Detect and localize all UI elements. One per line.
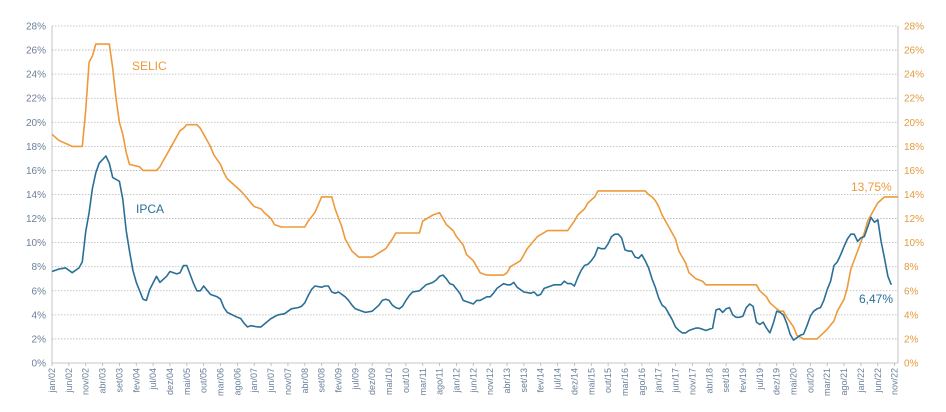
x-tick-label: jun/17: [671, 368, 681, 394]
y-tick-left: 26%: [26, 46, 46, 57]
series-lines: [51, 43, 898, 341]
y-tick-left: 24%: [26, 70, 46, 81]
x-tick-label: jan/22: [856, 368, 866, 394]
series-label-ipca: IPCA: [136, 202, 164, 216]
x-tick-label: jun/12: [468, 368, 478, 394]
x-tick-label: fev/09: [333, 368, 343, 393]
x-tick-label: jul/14: [553, 368, 563, 391]
x-tick-label: nov/12: [485, 368, 495, 395]
series-label-selic: SELIC: [132, 59, 167, 73]
y-tick-left: 2%: [32, 334, 47, 345]
y-tick-left: 14%: [26, 190, 46, 201]
y-tick-right: 26%: [904, 46, 924, 57]
x-tick-label: jun/07: [266, 368, 276, 394]
end-value-label-selic: 13,75%: [851, 180, 892, 194]
y-tick-left: 12%: [26, 214, 46, 225]
y-tick-left: 28%: [26, 22, 46, 33]
x-tick-label: abr/08: [300, 368, 310, 394]
y-tick-right: 8%: [904, 262, 919, 273]
y-tick-right: 12%: [904, 214, 924, 225]
y-axis-left: 0% 2% 4% 6% 8% 10% 12% 14% 16% 18% 20% 22% 24% 26% 28%: [26, 22, 46, 370]
x-tick-label: dez/19: [772, 368, 782, 395]
x-tick-label: nov/02: [81, 368, 91, 395]
y-tick-right: 22%: [904, 94, 924, 105]
x-tick-label: abr/13: [502, 368, 512, 394]
grid-lines: [51, 25, 899, 364]
x-tick-label: mai/20: [789, 368, 799, 395]
y-tick-right: 14%: [904, 190, 924, 201]
x-tick-label: abr/03: [98, 368, 108, 394]
y-tick-left: 10%: [26, 238, 46, 249]
x-tick-label: mar/16: [620, 368, 630, 396]
x-tick-label: dez/09: [367, 368, 377, 395]
y-tick-left: 8%: [32, 262, 47, 273]
x-tick-label: nov/17: [687, 368, 697, 395]
y-tick-right: 6%: [904, 286, 919, 297]
x-tick-label: mai/05: [182, 368, 192, 395]
x-tick-label: jan/12: [451, 368, 461, 394]
x-tick-label: jul/09: [350, 368, 360, 391]
x-tick-label: out/15: [603, 368, 613, 393]
y-tick-right: 4%: [904, 310, 919, 321]
y-tick-right: 0%: [904, 359, 919, 370]
series-line-selic: [51, 43, 898, 340]
y-tick-left: 4%: [32, 310, 47, 321]
x-tick-label: set/08: [317, 368, 327, 393]
x-axis: jan/02 jun/02 nov/02 abr/03 set/03 fev/04 jul/…: [47, 363, 900, 396]
end-value-label-ipca: 6,47%: [859, 292, 893, 306]
x-tick-label: abr/18: [704, 368, 714, 394]
y-tick-right: 20%: [904, 118, 924, 129]
x-tick-label: jun/02: [64, 368, 74, 394]
y-tick-right: 2%: [904, 334, 919, 345]
y-tick-left: 16%: [26, 166, 46, 177]
x-tick-label: jan/07: [249, 368, 259, 394]
x-tick-label: ago/11: [435, 368, 445, 395]
x-tick-label: jan/02: [47, 368, 57, 394]
y-axis-right: 0% 2% 4% 6% 8% 10% 12% 14% 16% 18% 20% 22% 24% 26% 28%: [904, 22, 924, 370]
x-tick-label: ago/16: [637, 368, 647, 396]
y-tick-left: 18%: [26, 142, 46, 153]
x-tick-label: set/03: [114, 368, 124, 393]
y-tick-right: 16%: [904, 166, 924, 177]
x-tick-label: mar/11: [418, 368, 428, 395]
y-tick-left: 22%: [26, 94, 46, 105]
x-tick-label: jun/22: [873, 368, 883, 394]
x-tick-label: fev/19: [738, 368, 748, 393]
y-tick-right: 24%: [904, 70, 924, 81]
x-tick-label: set/18: [721, 368, 731, 393]
x-tick-label: mai/15: [586, 368, 596, 395]
x-tick-label: ago/06: [232, 368, 242, 396]
y-tick-left: 6%: [32, 286, 47, 297]
x-tick-label: jul/19: [755, 368, 765, 391]
x-tick-label: nov/07: [283, 368, 293, 395]
x-tick-label: out/05: [199, 368, 209, 393]
x-tick-label: mar/21: [822, 368, 832, 396]
x-tick-label: jan/17: [654, 368, 664, 394]
x-tick-label: mar/06: [216, 368, 226, 396]
series-labels: SELIC 13,75% IPCA 6,47%: [132, 59, 893, 306]
x-tick-label: jul/04: [148, 368, 158, 391]
series-line-ipca: [51, 155, 893, 341]
y-tick-right: 18%: [904, 142, 924, 153]
y-tick-right: 10%: [904, 238, 924, 249]
x-tick-label: dez/04: [165, 368, 175, 395]
x-tick-label: ago/21: [839, 368, 849, 396]
x-tick-label: set/13: [519, 368, 529, 393]
x-tick-label: out/20: [805, 368, 815, 393]
x-tick-label: nov/22: [890, 368, 900, 395]
y-tick-left: 20%: [26, 118, 46, 129]
y-tick-left: 0%: [32, 359, 47, 370]
x-tick-label: dez/14: [569, 368, 579, 395]
x-tick-label: out/10: [401, 368, 411, 393]
y-tick-right: 28%: [904, 22, 924, 33]
x-tick-label: fev/04: [131, 368, 141, 393]
x-tick-label: mai/10: [384, 368, 394, 395]
x-tick-label: fev/14: [536, 368, 546, 393]
